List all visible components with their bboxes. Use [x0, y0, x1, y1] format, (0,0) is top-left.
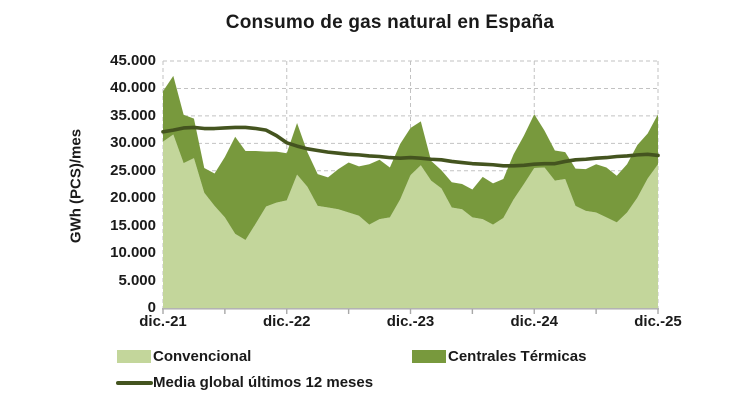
legend-swatch-convencional — [117, 350, 151, 363]
legend-line-swatch-media-global — [116, 381, 153, 385]
legend-swatch-centrales-termicas — [412, 350, 446, 363]
y-axis-tick-label: 45.000 — [110, 52, 156, 69]
x-axis-tick-label: dic.-25 — [634, 313, 682, 330]
y-axis-tick-label: 10.000 — [110, 244, 156, 262]
legend-label-centrales-termicas: Centrales Térmicas — [448, 348, 587, 365]
area-convencional — [163, 134, 658, 308]
x-axis-tick-label: dic.-24 — [510, 313, 559, 330]
y-axis-tick-label: 5.000 — [118, 271, 156, 289]
y-axis-tick-label: 40.000 — [110, 79, 156, 97]
line-media-global — [161, 125, 660, 168]
x-axis-tick-label: dic.-22 — [262, 313, 311, 330]
y-axis-tick-label: 35.000 — [110, 106, 156, 124]
y-axis-tick-label: 0 — [147, 299, 156, 316]
x-axis-tick-label: dic.-23 — [386, 313, 435, 330]
legend-label-media-global: Media global últimos 12 meses — [153, 374, 374, 391]
y-axis-tick-label: 15.000 — [110, 216, 156, 234]
chart-title: Consumo de gas natural en España — [225, 12, 555, 33]
y-axis-tick-label: 20.000 — [110, 189, 156, 207]
y-axis-tick-label: 30.000 — [110, 134, 156, 152]
legend-label-convencional: Convencional — [153, 348, 252, 365]
y-axis-tick-label: 25.000 — [110, 161, 156, 179]
x-axis-tick-label: dic.-21 — [139, 313, 187, 330]
